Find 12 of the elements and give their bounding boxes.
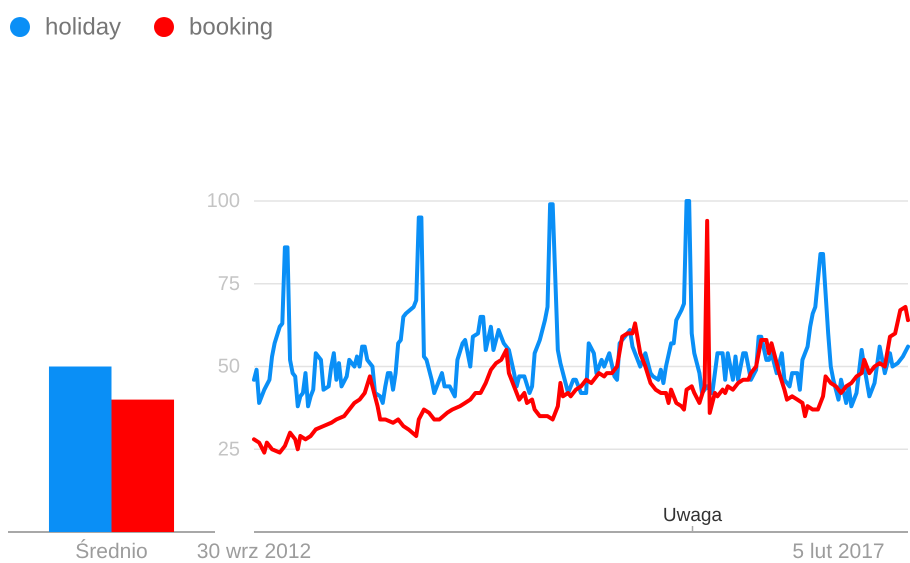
x-tick-label: 5 lut 2017 (792, 540, 885, 563)
line-series (252, 218, 910, 455)
x-tick-label: Średnio (75, 539, 148, 563)
y-tick-label: 100 (206, 190, 240, 212)
annotation: Uwaga (662, 505, 723, 526)
line-series (252, 199, 910, 408)
y-tick-label: 25 (218, 438, 240, 460)
legend-label: booking (189, 14, 274, 40)
x-tick-label: 30 wrz 2012 (196, 540, 312, 563)
y-tick-label: 75 (218, 272, 240, 295)
legend-label: holiday (45, 14, 122, 40)
y-tick-label: 50 (218, 356, 240, 378)
